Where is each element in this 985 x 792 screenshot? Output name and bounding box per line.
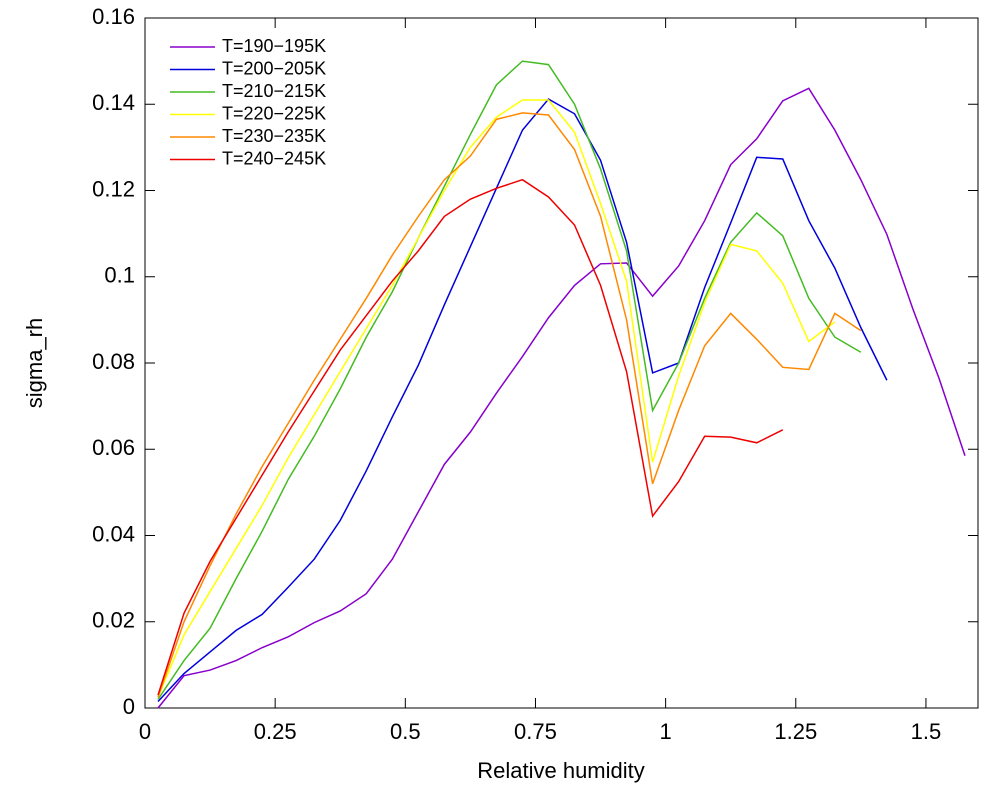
x-tick-label: 0 [139, 719, 151, 744]
y-tick-label: 0.14 [92, 90, 135, 115]
x-axis-title: Relative humidity [477, 758, 645, 783]
y-tick-label: 0.16 [92, 4, 135, 29]
y-tick-label: 0.02 [92, 608, 135, 633]
series-line [157, 178, 784, 696]
y-tick-label: 0.12 [92, 176, 135, 201]
legend-label: T=220−225K [222, 103, 326, 123]
y-tick-label: 0.1 [104, 263, 135, 288]
series-line [157, 60, 862, 700]
legend-label: T=210−215K [222, 81, 326, 101]
y-tick-label: 0 [123, 694, 135, 719]
x-tick-label: 0.5 [390, 719, 421, 744]
legend-label: T=240−245K [222, 148, 326, 168]
x-tick-label: 1 [660, 719, 672, 744]
y-tick-label: 0.06 [92, 435, 135, 460]
legend-label: T=200−205K [222, 58, 326, 78]
series-line [157, 112, 862, 698]
x-tick-label: 0.75 [514, 719, 557, 744]
y-axis-title: sigma_rh [22, 318, 47, 408]
legend-label: T=230−235K [222, 126, 326, 146]
legend-label: T=190−195K [222, 36, 326, 56]
x-tick-label: 1.5 [911, 719, 942, 744]
y-tick-label: 0.08 [92, 349, 135, 374]
series-line [157, 99, 836, 698]
x-tick-label: 1.25 [774, 719, 817, 744]
y-tick-label: 0.04 [92, 521, 135, 546]
series-line [157, 87, 966, 709]
x-tick-label: 0.25 [254, 719, 297, 744]
series-line [157, 98, 888, 703]
